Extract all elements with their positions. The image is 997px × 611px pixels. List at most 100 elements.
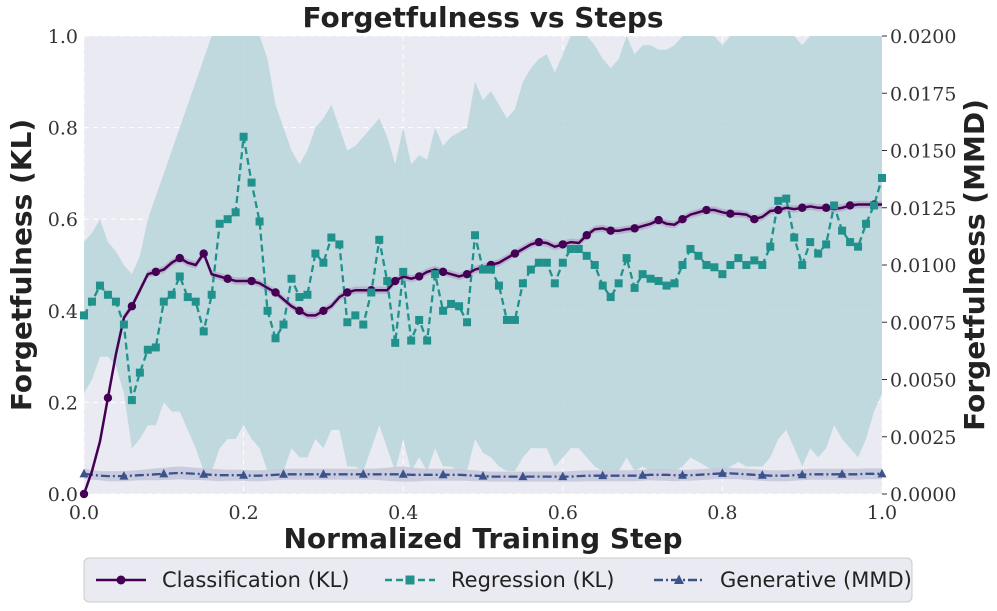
x-tick-label: 0.0 bbox=[69, 502, 99, 524]
regression-point bbox=[766, 242, 775, 251]
regression-point bbox=[646, 274, 655, 283]
classification-point bbox=[702, 205, 711, 215]
regression-point bbox=[598, 281, 607, 290]
y-tick-label-left: 1.0 bbox=[48, 26, 78, 48]
regression-point bbox=[215, 219, 224, 228]
regression-point bbox=[271, 334, 280, 343]
legend-marker-classification bbox=[116, 575, 126, 585]
regression-point bbox=[167, 290, 176, 299]
series-markers bbox=[79, 132, 887, 499]
generative-point bbox=[877, 468, 887, 478]
regression-point bbox=[638, 270, 647, 279]
regression-point bbox=[590, 261, 599, 269]
generative-point bbox=[318, 469, 328, 478]
regression-point bbox=[670, 279, 679, 288]
y-tick-label-left: 0.2 bbox=[48, 392, 78, 414]
classification-point bbox=[654, 215, 663, 225]
regression-point bbox=[486, 265, 495, 274]
regression-point bbox=[838, 226, 847, 235]
regression-point bbox=[726, 261, 735, 269]
regression-point bbox=[654, 277, 663, 286]
regression-point bbox=[550, 279, 559, 288]
regression-point bbox=[870, 201, 879, 210]
regression-point bbox=[199, 327, 208, 336]
regression-point bbox=[119, 320, 128, 329]
regression-point bbox=[223, 215, 232, 224]
y-tick-label-left: 0.4 bbox=[48, 301, 78, 323]
regression-point bbox=[255, 217, 264, 226]
regression-point bbox=[127, 396, 136, 405]
regression-point bbox=[343, 318, 352, 327]
y-tick-label-right: 0.0100 bbox=[890, 255, 956, 277]
generative-point bbox=[518, 471, 528, 481]
y-tick-label-right: 0.0125 bbox=[890, 198, 956, 220]
regression-point bbox=[790, 233, 799, 242]
regression-point bbox=[582, 251, 591, 260]
regression-point bbox=[359, 320, 368, 329]
regression-point bbox=[295, 293, 304, 302]
classification-point bbox=[127, 302, 137, 311]
classification-point bbox=[534, 237, 544, 247]
regression-point bbox=[183, 293, 192, 302]
regression-point bbox=[231, 208, 240, 217]
regression-point bbox=[159, 297, 168, 306]
regression-point bbox=[319, 258, 328, 267]
classification-point bbox=[678, 215, 687, 224]
regression-point bbox=[207, 290, 216, 299]
regression-point bbox=[287, 274, 296, 283]
regression-point bbox=[447, 299, 456, 308]
x-tick-label: 0.4 bbox=[388, 502, 418, 524]
legend: Classification (KL) Regression (KL) Gene… bbox=[83, 557, 913, 603]
regression-point bbox=[558, 258, 567, 267]
regression-point bbox=[439, 306, 448, 315]
regression-point bbox=[407, 336, 416, 345]
y-tick-label-right: 0.0050 bbox=[890, 370, 956, 392]
regression-point bbox=[502, 315, 511, 324]
regression-point bbox=[542, 258, 551, 267]
regression-point bbox=[279, 320, 288, 329]
regression-point bbox=[734, 254, 743, 263]
regression-point bbox=[399, 267, 408, 276]
regression-point bbox=[87, 297, 96, 306]
legend-item-generative: Generative (MMD) bbox=[654, 568, 912, 592]
regression-point bbox=[431, 270, 440, 279]
regression-point bbox=[479, 265, 487, 274]
classification-point bbox=[821, 203, 831, 212]
classification-point bbox=[438, 267, 448, 277]
regression-point bbox=[510, 315, 519, 324]
y-tick-label-right: 0.0175 bbox=[890, 83, 956, 105]
regression-point bbox=[814, 249, 823, 258]
regression-point bbox=[806, 238, 815, 247]
regression-point bbox=[135, 368, 144, 377]
classification-point bbox=[726, 209, 735, 218]
classification-point bbox=[630, 224, 639, 233]
regression-point bbox=[750, 256, 759, 265]
x-tick-label: 0.2 bbox=[228, 502, 258, 524]
classification-point bbox=[199, 249, 208, 258]
regression-point bbox=[415, 315, 424, 324]
y-tick-label-right: 0.0150 bbox=[890, 141, 956, 163]
x-tick-label: 1.0 bbox=[867, 502, 897, 524]
regression-point bbox=[80, 311, 88, 320]
regression-point bbox=[463, 318, 472, 327]
generative-point bbox=[598, 470, 608, 480]
classification-point bbox=[319, 306, 328, 315]
classification-point bbox=[103, 393, 113, 403]
generative-point bbox=[398, 469, 408, 478]
regression-point bbox=[455, 302, 464, 311]
generative-point bbox=[678, 470, 687, 479]
regression-point bbox=[678, 261, 687, 269]
regression-point bbox=[423, 336, 432, 345]
generative-point bbox=[558, 471, 568, 481]
legend-label-regression: Regression (KL) bbox=[451, 568, 614, 592]
legend-item-classification: Classification (KL) bbox=[96, 568, 349, 592]
regression-confidence-band bbox=[84, 36, 882, 472]
regression-point bbox=[247, 178, 256, 187]
regression-point bbox=[103, 290, 112, 299]
generative-point bbox=[757, 470, 767, 479]
regression-point bbox=[614, 279, 623, 288]
regression-point bbox=[111, 297, 120, 306]
generative-point bbox=[358, 469, 368, 478]
legend-item-regression: Regression (KL) bbox=[385, 568, 614, 592]
classification-point bbox=[223, 274, 232, 283]
